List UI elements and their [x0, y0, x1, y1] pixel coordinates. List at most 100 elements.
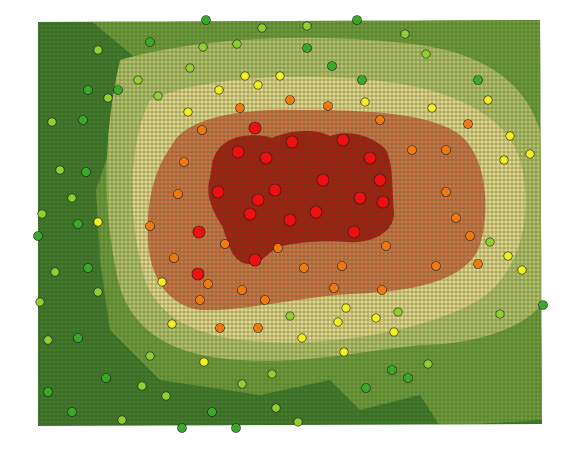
sample-point-low[interactable] [232, 39, 242, 49]
sample-point-very-low[interactable] [73, 333, 83, 343]
sample-point-low[interactable] [257, 23, 267, 33]
sample-point-low[interactable] [400, 29, 410, 39]
sample-point-very-high[interactable] [316, 173, 330, 187]
sample-point-high[interactable] [220, 239, 230, 249]
sample-point-medium[interactable] [483, 95, 493, 105]
sample-point-very-low[interactable] [67, 407, 77, 417]
sample-point-high[interactable] [203, 279, 213, 289]
sample-point-medium[interactable] [93, 217, 103, 227]
sample-point-medium[interactable] [167, 319, 177, 329]
sample-point-high[interactable] [337, 261, 347, 271]
sample-point-very-low[interactable] [78, 115, 88, 125]
sample-point-medium[interactable] [333, 317, 343, 327]
sample-point-very-low[interactable] [101, 373, 111, 383]
sample-point-high[interactable] [463, 119, 473, 129]
sample-point-medium[interactable] [525, 149, 535, 159]
sample-point-medium[interactable] [371, 313, 381, 323]
sample-point-high[interactable] [173, 189, 183, 199]
sample-point-medium[interactable] [505, 131, 515, 141]
sample-point-very-high[interactable] [373, 173, 387, 187]
sample-point-very-high[interactable] [353, 191, 367, 205]
sample-point-very-low[interactable] [73, 219, 83, 229]
sample-point-very-low[interactable] [145, 37, 155, 47]
sample-point-very-low[interactable] [352, 15, 362, 25]
sample-point-high[interactable] [237, 285, 247, 295]
sample-point-very-low[interactable] [33, 231, 43, 241]
sample-point-low[interactable] [93, 45, 103, 55]
sample-point-very-high[interactable] [283, 213, 297, 227]
sample-point-very-high[interactable] [309, 205, 323, 219]
sample-point-high[interactable] [299, 263, 309, 273]
sample-point-very-low[interactable] [327, 61, 337, 71]
sample-point-low[interactable] [161, 391, 171, 401]
sample-point-low[interactable] [43, 335, 53, 345]
sample-point-very-low[interactable] [361, 383, 371, 393]
sample-point-very-low[interactable] [83, 263, 93, 273]
sample-point-very-low[interactable] [357, 75, 367, 85]
sample-point-very-high[interactable] [191, 267, 205, 281]
sample-point-high[interactable] [215, 323, 225, 333]
sample-point-very-high[interactable] [192, 225, 206, 239]
sample-point-very-high[interactable] [251, 193, 265, 207]
sample-point-low[interactable] [145, 351, 155, 361]
sample-point-very-high[interactable] [376, 195, 390, 209]
sample-point-very-low[interactable] [302, 43, 312, 53]
sample-point-low[interactable] [55, 165, 65, 175]
sample-point-high[interactable] [323, 101, 333, 111]
sample-point-high[interactable] [451, 213, 461, 223]
sample-point-very-high[interactable] [248, 121, 262, 135]
sample-point-low[interactable] [103, 93, 113, 103]
sample-point-low[interactable] [137, 381, 147, 391]
sample-point-low[interactable] [93, 287, 103, 297]
sample-point-low[interactable] [302, 21, 312, 31]
sample-point-high[interactable] [260, 295, 270, 305]
sample-point-medium[interactable] [499, 155, 509, 165]
sample-point-very-low[interactable] [207, 407, 217, 417]
sample-point-high[interactable] [465, 231, 475, 241]
sample-point-low[interactable] [267, 369, 277, 379]
sample-point-low[interactable] [50, 267, 60, 277]
sample-point-high[interactable] [377, 285, 387, 295]
sample-point-very-low[interactable] [201, 15, 211, 25]
sample-point-low[interactable] [393, 307, 403, 317]
sample-point-medium[interactable] [275, 71, 285, 81]
sample-point-very-high[interactable] [211, 185, 225, 199]
sample-point-low[interactable] [423, 359, 433, 369]
sample-point-low[interactable] [495, 309, 505, 319]
sample-point-very-high[interactable] [248, 253, 262, 267]
sample-point-very-low[interactable] [473, 75, 483, 85]
sample-point-low[interactable] [117, 415, 127, 425]
sample-point-very-low[interactable] [387, 365, 397, 375]
sample-point-medium[interactable] [341, 303, 351, 313]
sample-point-low[interactable] [35, 297, 45, 307]
sample-point-medium[interactable] [297, 333, 307, 343]
sample-point-medium[interactable] [183, 107, 193, 117]
sample-point-medium[interactable] [339, 347, 349, 357]
sample-point-high[interactable] [381, 241, 391, 251]
sample-point-medium[interactable] [253, 80, 263, 90]
sample-point-low[interactable] [485, 237, 495, 247]
sample-point-low[interactable] [37, 209, 47, 219]
sample-point-low[interactable] [198, 42, 208, 52]
sample-point-low[interactable] [285, 311, 295, 321]
sample-point-high[interactable] [235, 103, 245, 113]
sample-point-medium[interactable] [389, 327, 399, 337]
sample-point-very-high[interactable] [285, 135, 299, 149]
sample-point-very-high[interactable] [243, 207, 257, 221]
sample-point-high[interactable] [473, 259, 483, 269]
sample-point-very-low[interactable] [83, 85, 93, 95]
sample-point-very-high[interactable] [259, 151, 273, 165]
sample-point-low[interactable] [293, 417, 303, 427]
sample-point-very-high[interactable] [231, 145, 245, 159]
sample-point-very-low[interactable] [231, 423, 241, 433]
sample-point-low[interactable] [421, 49, 431, 59]
sample-point-high[interactable] [285, 95, 295, 105]
sample-point-medium[interactable] [427, 103, 437, 113]
sample-point-high[interactable] [441, 187, 451, 197]
sample-point-high[interactable] [441, 145, 451, 155]
sample-point-very-high[interactable] [363, 151, 377, 165]
sample-point-low[interactable] [185, 63, 195, 73]
sample-point-high[interactable] [145, 221, 155, 231]
sample-point-high[interactable] [179, 157, 189, 167]
sample-point-very-high[interactable] [268, 183, 282, 197]
